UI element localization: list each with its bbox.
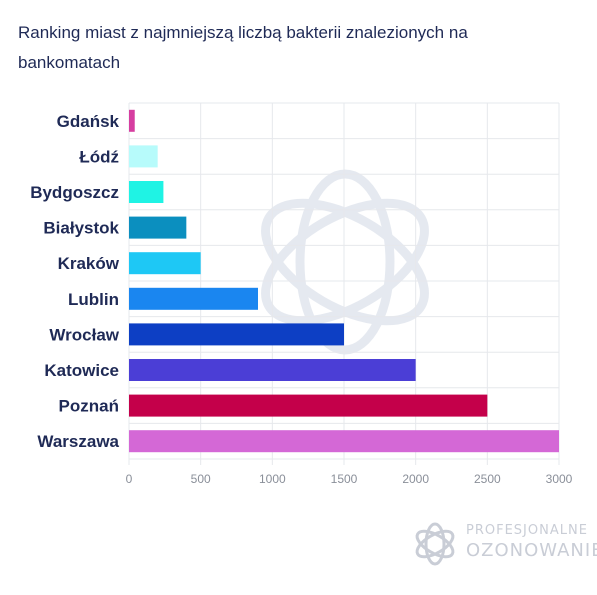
category-labels: Gdańsk Łódź Bydgoszcz Białystok Kraków Lublin… (30, 112, 120, 451)
brand-name-line2: OZONOWANIE (466, 540, 597, 561)
bar (129, 323, 344, 346)
x-tick-label: 1000 (259, 472, 286, 486)
bar (129, 430, 559, 453)
x-tick-label: 2000 (402, 472, 429, 486)
gridlines (128, 102, 560, 465)
bar (129, 109, 135, 132)
brand-name-line1: PROFESJONALNE (466, 523, 588, 538)
category-label: Białystok (43, 219, 119, 238)
brand-logo: PROFESJONALNE OZONOWANIE (410, 516, 597, 572)
bars (129, 109, 559, 453)
bar (129, 252, 201, 275)
x-tick-label: 500 (191, 472, 211, 486)
category-label: Kraków (58, 254, 120, 273)
x-tick-label: 0 (126, 472, 133, 486)
category-label: Łódź (79, 147, 119, 166)
category-label: Bydgoszcz (30, 183, 119, 202)
chart-title: Ranking miast z najmniejszą liczbą bakte… (18, 23, 468, 72)
bar (129, 145, 158, 168)
bar (129, 287, 258, 310)
bar (129, 216, 187, 239)
bar (129, 394, 488, 417)
category-label: Katowice (44, 361, 119, 380)
brand-atom-icon (415, 522, 455, 566)
x-tick-label: 1500 (331, 472, 358, 486)
bar (129, 359, 416, 381)
bar (129, 181, 164, 203)
x-tick-label: 3000 (546, 472, 573, 486)
x-axis-ticks: 0 500 1000 1500 2000 2500 3000 (126, 472, 573, 486)
category-label: Wrocław (49, 325, 119, 344)
category-label: Gdańsk (57, 112, 120, 131)
category-label: Warszawa (37, 432, 119, 451)
category-label: Lublin (68, 290, 119, 309)
category-label: Poznań (59, 397, 119, 416)
x-tick-label: 2500 (474, 472, 501, 486)
